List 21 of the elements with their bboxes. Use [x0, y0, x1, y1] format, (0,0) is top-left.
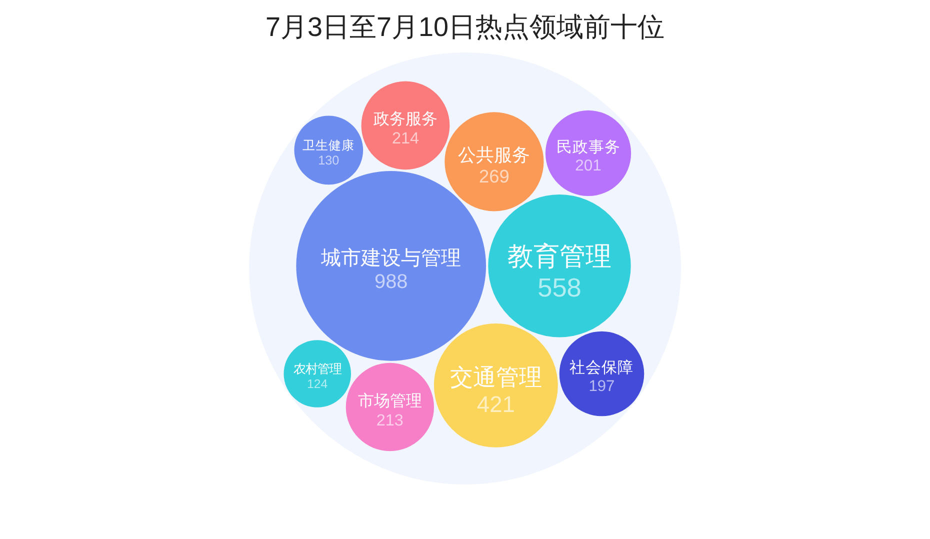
label: 社会保障 — [570, 359, 634, 376]
label: 教育管理 — [508, 240, 612, 271]
value: 124 — [307, 376, 328, 391]
value: 213 — [376, 411, 404, 430]
label: 政务服务 — [374, 110, 438, 128]
label: 市场管理 — [358, 392, 422, 410]
value: 988 — [374, 271, 408, 294]
value: 130 — [318, 154, 340, 168]
label: 农村管理 — [293, 362, 342, 376]
label: 公共服务 — [458, 144, 530, 165]
label: 民政事务 — [556, 138, 620, 156]
label: 交通管理 — [450, 364, 542, 390]
value: 201 — [575, 158, 602, 175]
value: 269 — [479, 166, 510, 187]
value: 421 — [476, 391, 515, 418]
label: 城市建设与管理 — [321, 247, 462, 270]
title: 7月3日至7月10日热点领域前十位 — [265, 12, 665, 42]
value: 197 — [588, 378, 615, 396]
value: 558 — [538, 272, 582, 302]
value: 214 — [392, 130, 420, 148]
label: 卫生健康 — [302, 138, 355, 152]
